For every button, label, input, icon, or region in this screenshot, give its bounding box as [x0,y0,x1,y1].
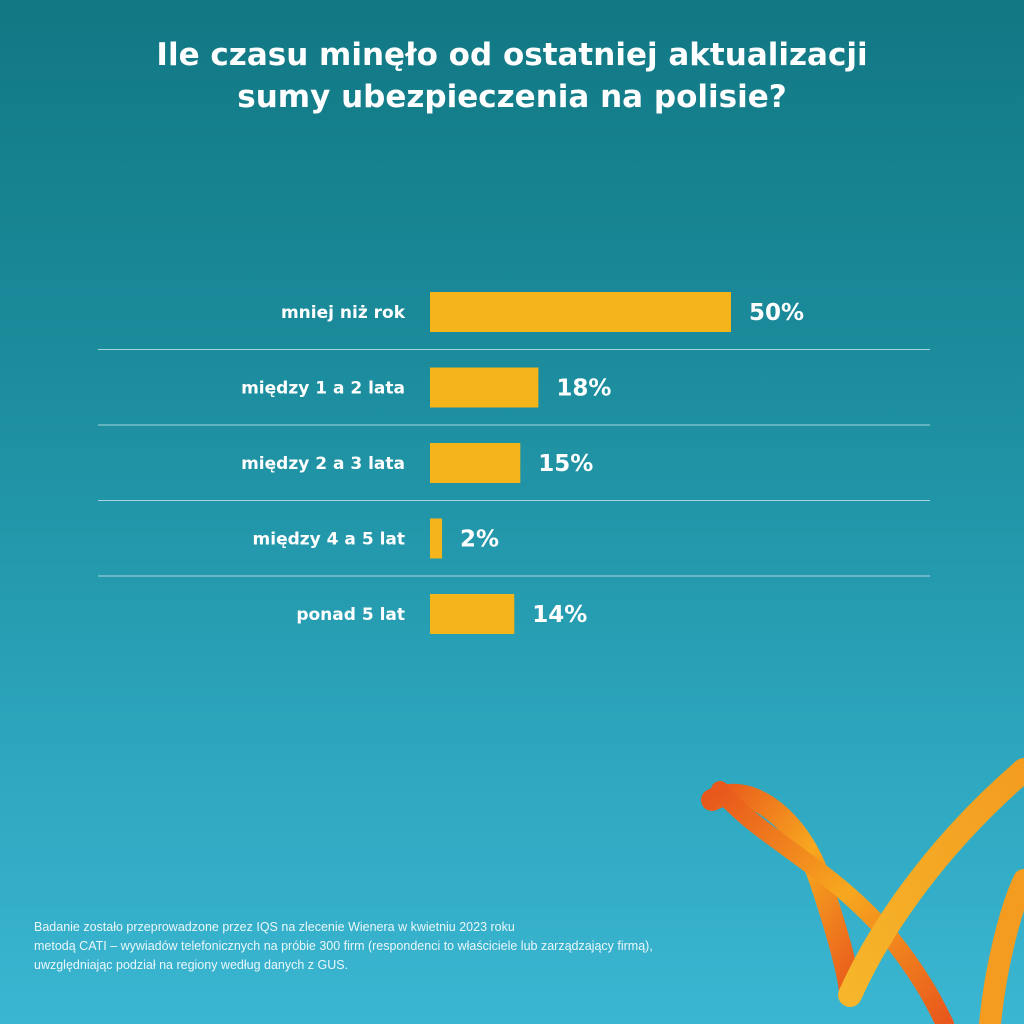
value-label-3: 2% [460,527,499,553]
survey-footnote: Badanie zostało przeprowadzone przez IQS… [34,918,834,975]
bar-3 [430,518,443,559]
value-label-4: 14% [532,602,587,628]
footnote-line-2: metodą CATI – wywiadów telefonicznych na… [34,939,653,953]
value-label-0: 50% [749,300,804,326]
value-label-2: 15% [538,451,593,477]
footnote-line-1: Badanie zostało przeprowadzone przez IQS… [34,920,515,934]
category-label-4: ponad 5 lat [296,605,405,625]
chart-title: Ile czasu minęło od ostatniej aktualizac… [0,34,1024,118]
bar-4 [430,594,515,634]
chart-title-line-1: Ile czasu minęło od ostatniej aktualizac… [156,37,868,73]
bar-2 [430,443,521,483]
bar-1 [430,367,539,408]
category-label-0: mniej niż rok [281,303,406,323]
category-label-3: między 4 a 5 lat [253,530,405,550]
bar-0 [430,292,731,332]
wiener-ribbon-logo-icon [701,758,1024,1024]
value-label-1: 18% [556,376,611,402]
chart-title-line-2: sumy ubezpieczenia na polisie? [237,79,787,115]
footnote-line-3: uwzględniając podział na regiony według … [34,958,349,972]
category-label-2: między 2 a 3 lata [241,454,405,474]
category-label-1: między 1 a 2 lata [241,379,405,399]
